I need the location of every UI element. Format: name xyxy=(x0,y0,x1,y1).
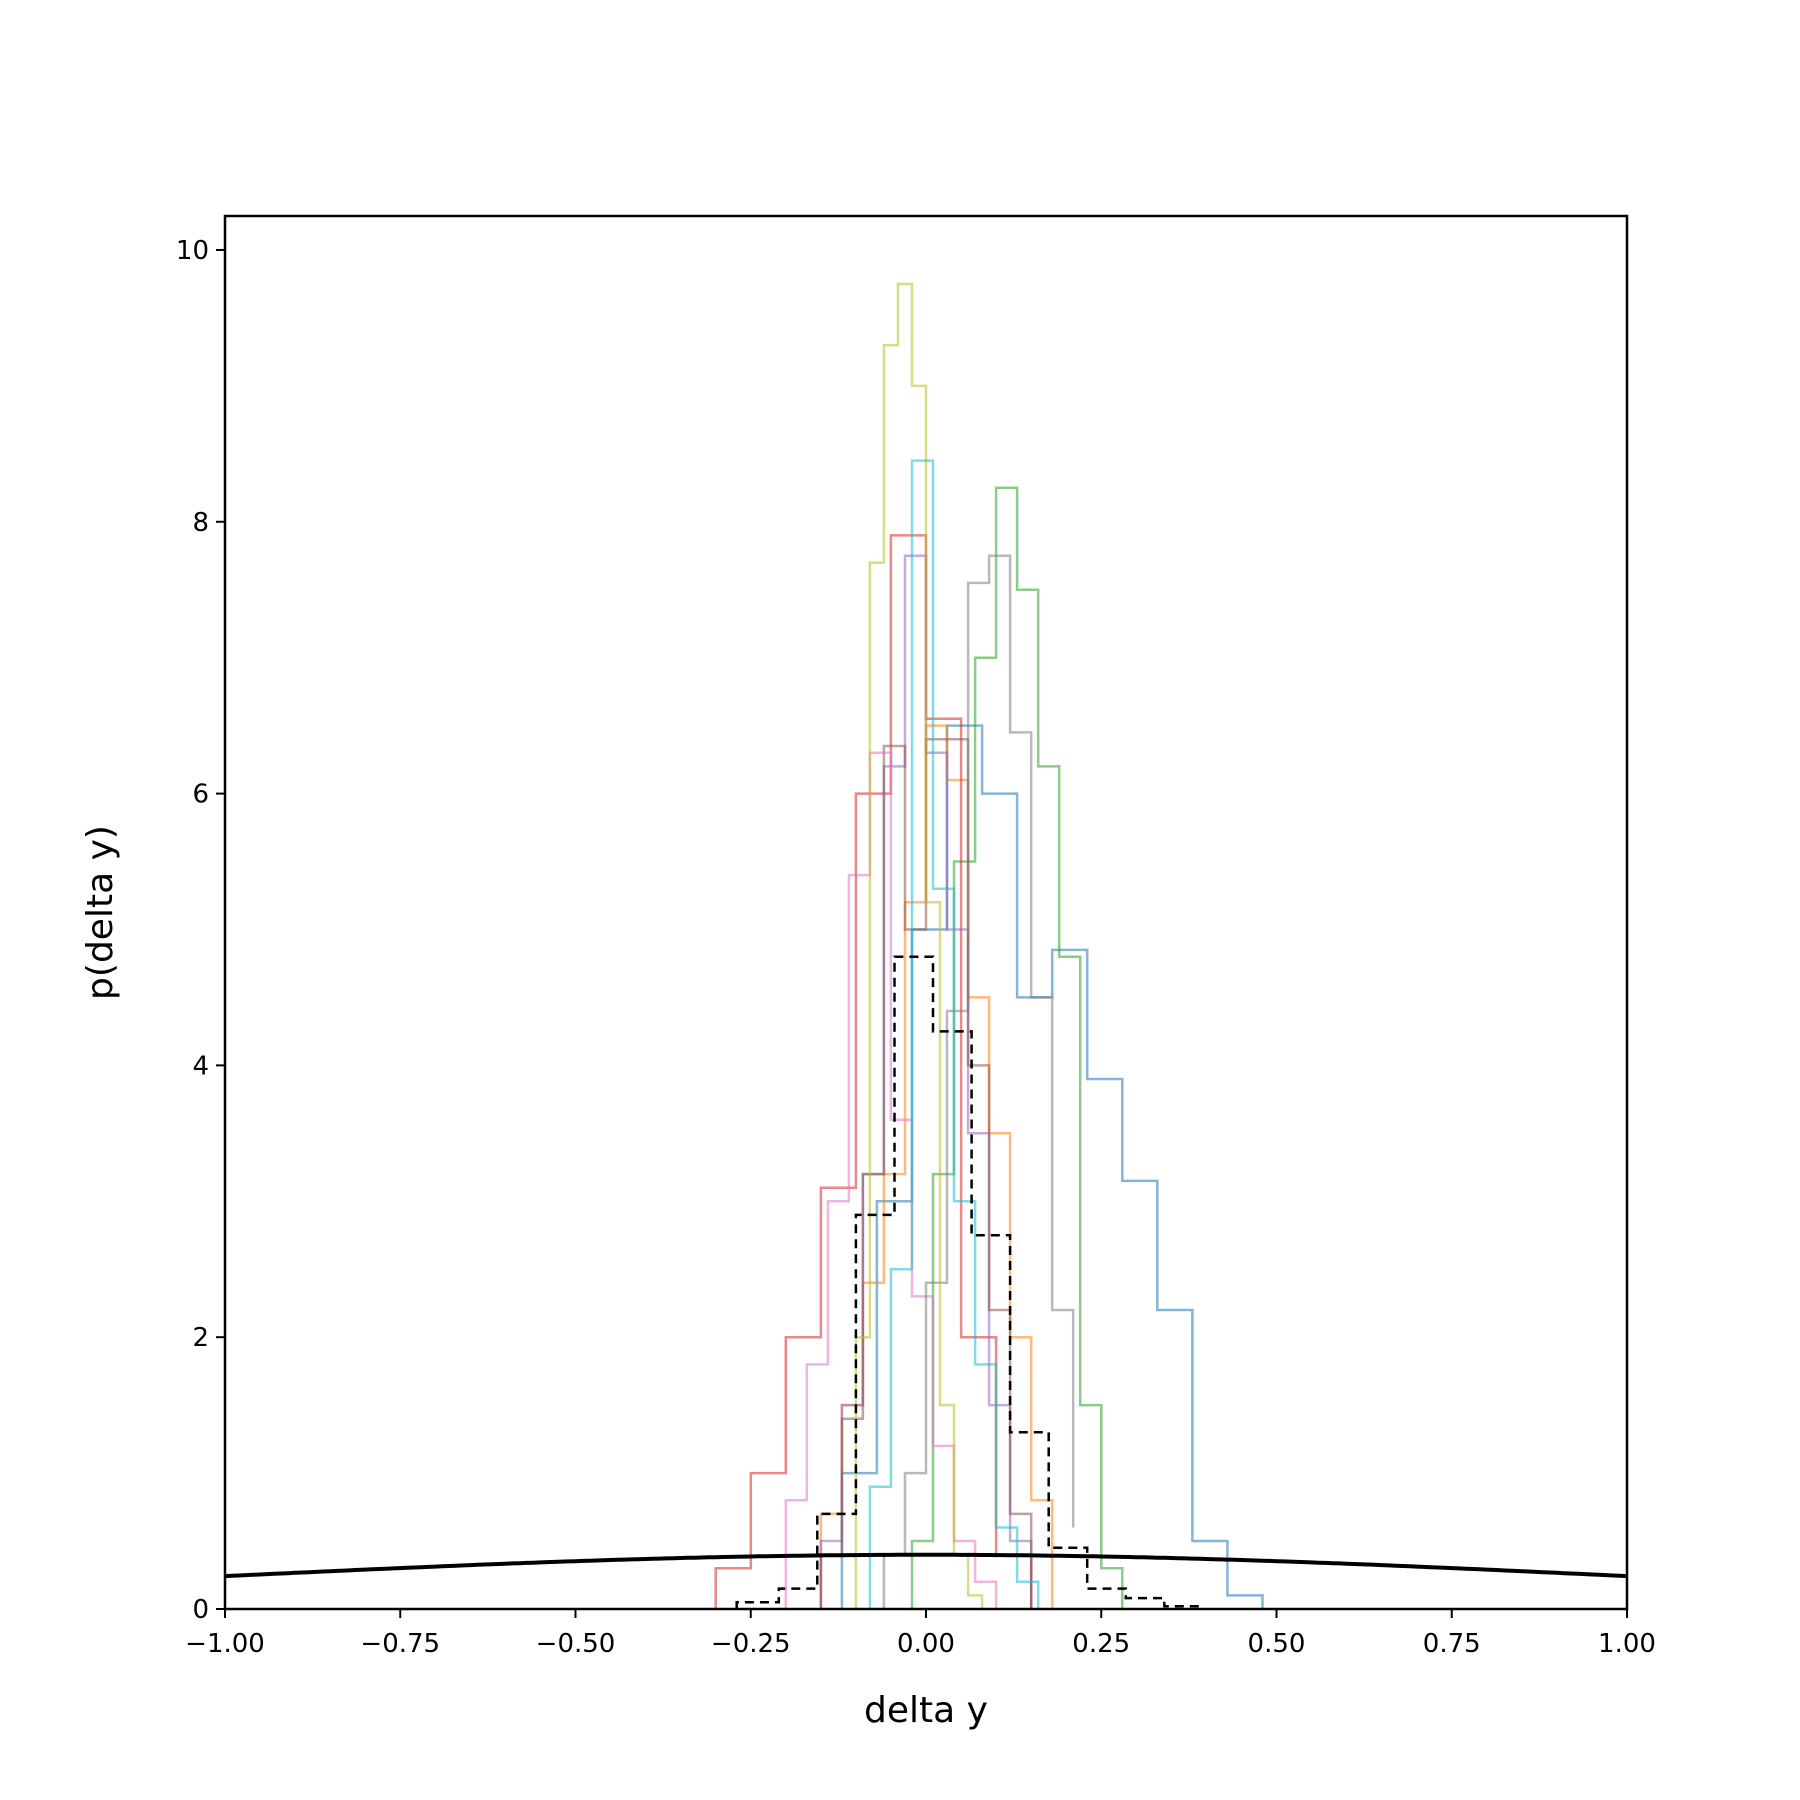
x-axis-ticks: −1.00 −0.75 −0.50 −0.25 0.00 0.25 0.50 0.75 1.00 xyxy=(185,1609,1656,1659)
y-tick-label: 8 xyxy=(192,508,209,538)
x-tick-label: 0.50 xyxy=(1248,1629,1306,1659)
reference-normal-curve xyxy=(224,1552,1628,1579)
x-tick-label: 0.75 xyxy=(1423,1629,1481,1659)
y-tick-label: 0 xyxy=(192,1595,209,1625)
y-tick-label: 6 xyxy=(192,780,209,810)
histogram-dashed-aggregate xyxy=(735,955,1205,1609)
x-tick-label: 0.25 xyxy=(1072,1629,1130,1659)
histogram-series-9 xyxy=(854,282,984,1609)
histogram-layer xyxy=(714,282,1264,1609)
histogram-series-10 xyxy=(868,459,1040,1609)
x-tick-label: 0.00 xyxy=(897,1629,955,1659)
histogram-series-3 xyxy=(910,486,1124,1609)
histogram-series-4 xyxy=(714,534,1033,1609)
histogram-series-6 xyxy=(819,737,1033,1609)
x-tick-label: −0.50 xyxy=(536,1629,616,1659)
histogram-series-8 xyxy=(882,554,1075,1609)
y-axis-label: p(delta y) xyxy=(80,825,121,1000)
y-tick-label: 4 xyxy=(192,1051,209,1081)
y-tick-label: 2 xyxy=(192,1323,209,1353)
x-axis-label: delta y xyxy=(864,1690,988,1731)
x-tick-label: −0.25 xyxy=(711,1629,791,1659)
histogram-series-7 xyxy=(784,751,998,1609)
reference-curve-layer xyxy=(224,1552,1628,1579)
y-axis-ticks: 0 2 4 6 8 10 xyxy=(176,236,225,1625)
x-tick-label: 1.00 xyxy=(1598,1629,1656,1659)
x-tick-label: −0.75 xyxy=(360,1629,440,1659)
x-tick-label: −1.00 xyxy=(185,1629,265,1659)
y-tick-label: 10 xyxy=(176,236,209,266)
